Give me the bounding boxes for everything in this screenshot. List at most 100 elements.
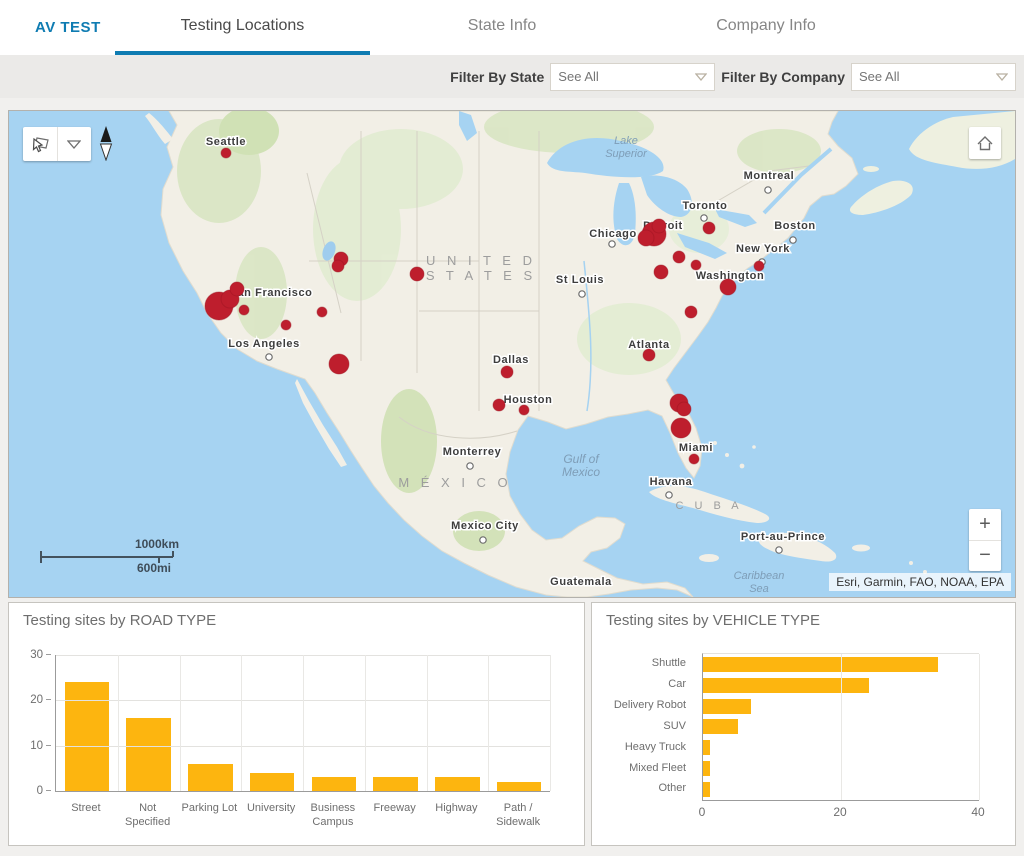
testing-site-marker[interactable] (691, 260, 701, 270)
bar-delivery-robot[interactable] (703, 699, 751, 714)
tab-company-info[interactable]: Company Info (636, 0, 896, 51)
bar-other[interactable] (703, 782, 710, 797)
bar-shuttle[interactable] (703, 657, 938, 672)
road-chart-y-axis: 0102030 (9, 655, 51, 791)
bar-street[interactable] (65, 682, 109, 791)
company-filter-value: See All (859, 69, 899, 84)
bar-mixed-fleet[interactable] (703, 761, 710, 776)
chevron-down-icon (996, 73, 1008, 81)
city-marker (790, 237, 796, 243)
bar-not-specified[interactable] (126, 718, 170, 791)
compass-needle-icon[interactable] (98, 125, 114, 161)
company-filter-dropdown[interactable]: See All (851, 63, 1016, 91)
select-features-icon (30, 134, 50, 154)
region-label: M É X I C O (398, 475, 511, 490)
category-label: Highway (426, 797, 488, 830)
testing-site-marker[interactable] (332, 260, 344, 272)
testing-site-marker[interactable] (410, 267, 424, 281)
testing-site-marker[interactable] (643, 349, 655, 361)
city-marker (467, 463, 473, 469)
bar-freeway[interactable] (373, 777, 417, 791)
y-tick-label: 10 (30, 740, 43, 752)
testing-site-marker[interactable] (493, 399, 505, 411)
category-label: Shuttle (592, 657, 694, 669)
testing-site-marker[interactable] (239, 305, 249, 315)
chevron-down-icon (67, 140, 81, 149)
bar-highway[interactable] (435, 777, 479, 791)
city-label: New York (736, 243, 790, 255)
testing-site-marker[interactable] (671, 418, 691, 438)
x-tick-label: 40 (971, 805, 984, 819)
category-label: University (240, 797, 302, 830)
testing-site-marker[interactable] (652, 219, 666, 233)
city-marker (266, 354, 272, 360)
bar-car[interactable] (703, 678, 869, 693)
tab-testing-locations[interactable]: Testing Locations (115, 0, 370, 55)
vehicle-chart-title: Testing sites by VEHICLE TYPE (606, 612, 820, 629)
category-label: Street (55, 797, 117, 830)
city-marker (765, 187, 771, 193)
state-filter-value: See All (558, 69, 598, 84)
city-label: Miami (679, 442, 713, 454)
testing-site-marker[interactable] (720, 279, 736, 295)
testing-site-marker[interactable] (501, 366, 513, 378)
city-label: Guatemala (550, 576, 612, 588)
testing-site-marker[interactable] (673, 251, 685, 263)
road-type-chart-panel: Testing sites by ROAD TYPE 0102030 Stree… (8, 602, 585, 846)
testing-site-marker[interactable] (230, 282, 244, 296)
city-label: St Louis (556, 274, 604, 286)
city-label: Port-au-Prince (741, 531, 825, 543)
category-label: Parking Lot (179, 797, 241, 830)
testing-site-marker[interactable] (638, 230, 654, 246)
testing-site-marker[interactable] (703, 222, 715, 234)
y-tick-label: 20 (30, 694, 43, 706)
category-label: Mixed Fleet (592, 762, 694, 774)
y-tick-label: 0 (37, 785, 43, 797)
testing-site-marker[interactable] (317, 307, 327, 317)
bar-parking-lot[interactable] (188, 764, 232, 791)
tab-state-info[interactable]: State Info (372, 0, 632, 51)
tool-dropdown-button[interactable] (58, 127, 92, 161)
city-marker (666, 492, 672, 498)
bar-path-sidewalk[interactable] (497, 782, 541, 791)
select-tool-button[interactable] (23, 127, 58, 161)
map-panel: U N I T E DS T A T E SM É X I C OC U B A… (8, 110, 1016, 598)
home-icon (976, 135, 994, 152)
city-label: Montreal (744, 170, 795, 182)
filter-by-state-label: Filter By State (450, 69, 544, 85)
home-button[interactable] (969, 127, 1001, 159)
bar-heavy-truck[interactable] (703, 740, 710, 755)
city-label: Houston (504, 394, 553, 406)
map-canvas[interactable]: U N I T E DS T A T E SM É X I C OC U B A… (9, 111, 1015, 597)
category-label: Path / Sidewalk (487, 797, 549, 830)
bar-university[interactable] (250, 773, 294, 791)
bar-business-campus[interactable] (312, 777, 356, 791)
testing-site-marker[interactable] (519, 405, 529, 415)
zoom-out-button[interactable]: − (969, 541, 1001, 572)
city-marker (579, 291, 585, 297)
testing-site-marker[interactable] (654, 265, 668, 279)
zoom-controls: + − (969, 509, 1001, 571)
state-filter-dropdown[interactable]: See All (550, 63, 715, 91)
chevron-down-icon (695, 73, 707, 81)
category-label: Heavy Truck (592, 741, 694, 753)
dashboard: AV TEST Testing Locations State Info Com… (0, 0, 1024, 856)
category-label: Other (592, 782, 694, 794)
bar-suv[interactable] (703, 719, 738, 734)
filter-bar: Filter By State See All Filter By Compan… (0, 55, 1024, 98)
testing-site-marker[interactable] (754, 261, 764, 271)
map-attribution: Esri, Garmin, FAO, NOAA, EPA (829, 573, 1011, 591)
zoom-in-button[interactable]: + (969, 509, 1001, 541)
road-chart-x-labels: StreetNot SpecifiedParking LotUniversity… (55, 797, 549, 830)
testing-site-marker[interactable] (689, 454, 699, 464)
city-label: Mexico City (451, 520, 519, 532)
testing-site-marker[interactable] (221, 148, 231, 158)
testing-site-marker[interactable] (281, 320, 291, 330)
testing-site-marker[interactable] (677, 402, 691, 416)
testing-site-marker[interactable] (329, 354, 349, 374)
road-chart-plot (55, 655, 550, 792)
category-label: Not Specified (117, 797, 179, 830)
filter-by-company-label: Filter By Company (721, 69, 845, 85)
vehicle-chart-category-labels: ShuttleCarDelivery RobotSUVHeavy TruckMi… (592, 653, 694, 799)
testing-site-marker[interactable] (685, 306, 697, 318)
